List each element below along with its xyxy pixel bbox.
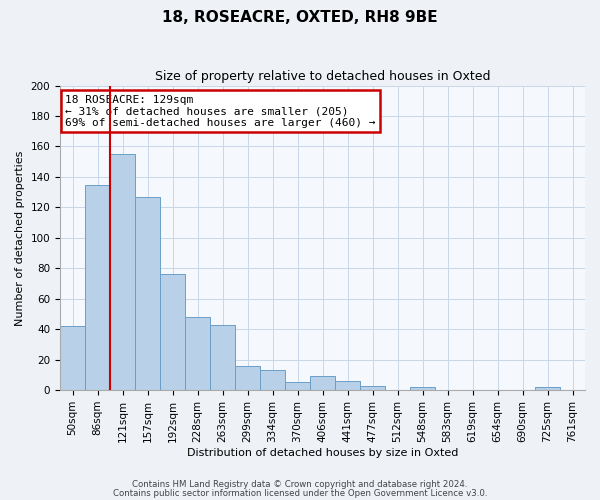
Bar	[310, 376, 335, 390]
Text: Contains HM Land Registry data © Crown copyright and database right 2024.: Contains HM Land Registry data © Crown c…	[132, 480, 468, 489]
Bar	[535, 387, 560, 390]
Bar	[260, 370, 285, 390]
Title: Size of property relative to detached houses in Oxted: Size of property relative to detached ho…	[155, 70, 490, 83]
Bar	[60, 326, 85, 390]
X-axis label: Distribution of detached houses by size in Oxted: Distribution of detached houses by size …	[187, 448, 458, 458]
Bar	[135, 196, 160, 390]
Bar	[85, 184, 110, 390]
Bar	[235, 366, 260, 390]
Y-axis label: Number of detached properties: Number of detached properties	[15, 150, 25, 326]
Bar	[335, 381, 360, 390]
Text: Contains public sector information licensed under the Open Government Licence v3: Contains public sector information licen…	[113, 488, 487, 498]
Bar	[410, 387, 435, 390]
Text: 18 ROSEACRE: 129sqm
← 31% of detached houses are smaller (205)
69% of semi-detac: 18 ROSEACRE: 129sqm ← 31% of detached ho…	[65, 94, 376, 128]
Text: 18, ROSEACRE, OXTED, RH8 9BE: 18, ROSEACRE, OXTED, RH8 9BE	[162, 10, 438, 25]
Bar	[160, 274, 185, 390]
Bar	[285, 382, 310, 390]
Bar	[185, 317, 210, 390]
Bar	[110, 154, 135, 390]
Bar	[210, 324, 235, 390]
Bar	[360, 386, 385, 390]
